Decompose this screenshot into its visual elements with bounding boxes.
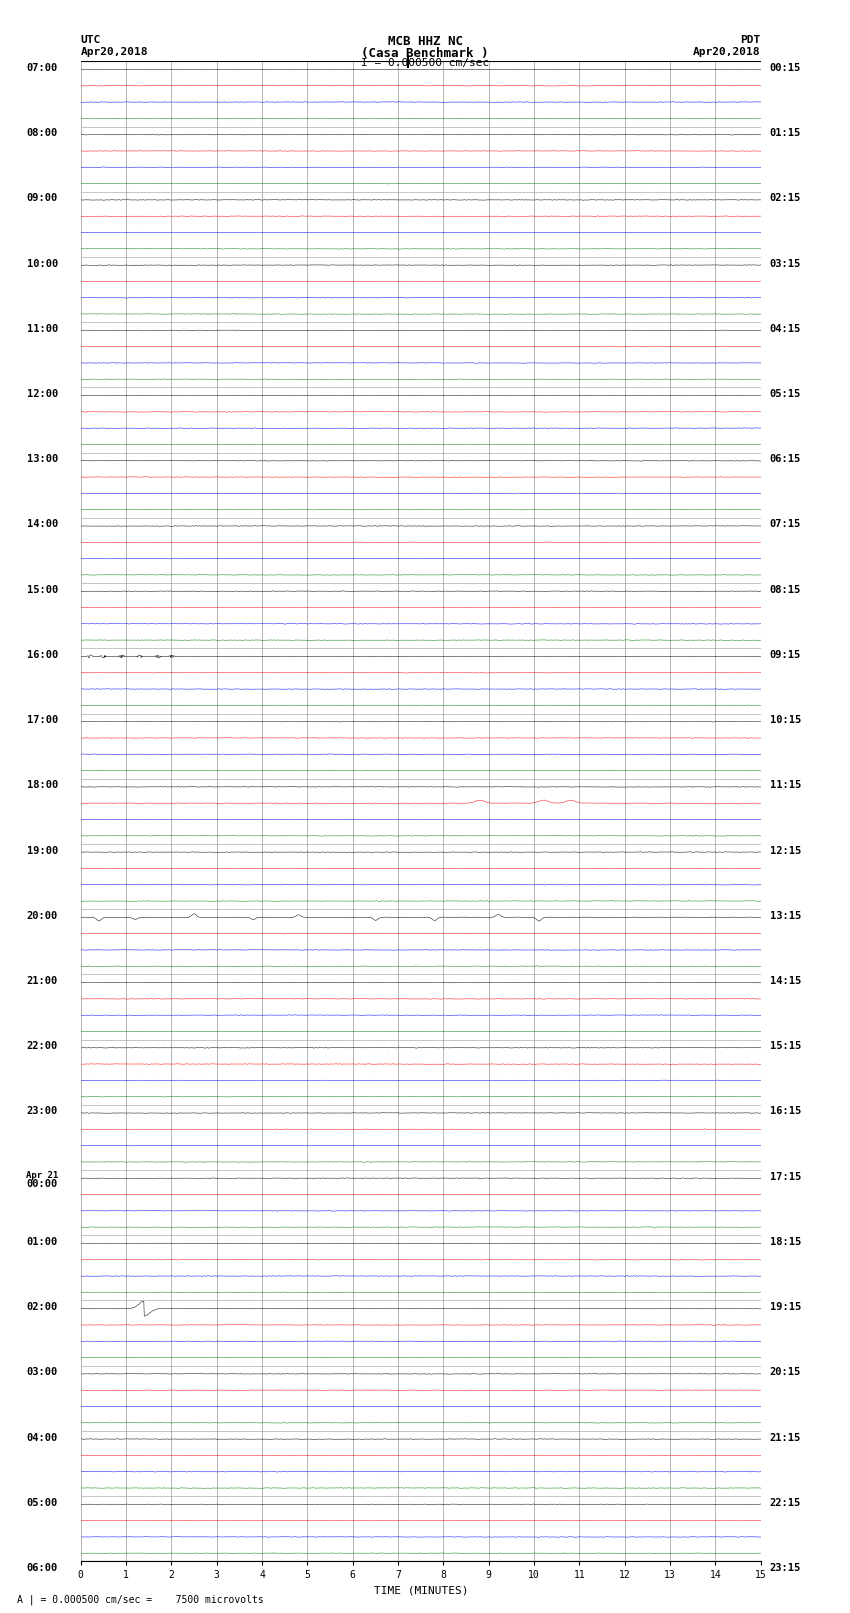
Text: 15:15: 15:15	[770, 1042, 801, 1052]
Text: 04:15: 04:15	[770, 324, 801, 334]
Text: A | = 0.000500 cm/sec =    7500 microvolts: A | = 0.000500 cm/sec = 7500 microvolts	[17, 1594, 264, 1605]
Text: 22:15: 22:15	[770, 1498, 801, 1508]
Text: 21:15: 21:15	[770, 1432, 801, 1442]
Text: 18:00: 18:00	[27, 781, 58, 790]
Text: 04:00: 04:00	[27, 1432, 58, 1442]
Text: 10:00: 10:00	[27, 258, 58, 269]
Text: 17:15: 17:15	[770, 1171, 801, 1182]
Text: 14:15: 14:15	[770, 976, 801, 986]
Text: 10:15: 10:15	[770, 715, 801, 726]
Text: Apr20,2018: Apr20,2018	[694, 47, 761, 56]
Text: 20:15: 20:15	[770, 1368, 801, 1378]
Text: 18:15: 18:15	[770, 1237, 801, 1247]
Text: 23:15: 23:15	[770, 1563, 801, 1573]
Text: 20:00: 20:00	[27, 911, 58, 921]
Text: 21:00: 21:00	[27, 976, 58, 986]
Text: 11:00: 11:00	[27, 324, 58, 334]
Text: Apr 21: Apr 21	[26, 1171, 58, 1179]
Text: 06:15: 06:15	[770, 455, 801, 465]
Text: 02:00: 02:00	[27, 1302, 58, 1311]
Text: 00:00: 00:00	[27, 1179, 58, 1189]
Text: 16:00: 16:00	[27, 650, 58, 660]
Text: 19:00: 19:00	[27, 845, 58, 855]
Text: 02:15: 02:15	[770, 194, 801, 203]
Text: Apr20,2018: Apr20,2018	[81, 47, 148, 56]
Text: 05:00: 05:00	[27, 1498, 58, 1508]
Text: 01:00: 01:00	[27, 1237, 58, 1247]
Text: 11:15: 11:15	[770, 781, 801, 790]
Text: UTC: UTC	[81, 35, 101, 45]
Text: 08:15: 08:15	[770, 584, 801, 595]
Text: 22:00: 22:00	[27, 1042, 58, 1052]
Text: 03:15: 03:15	[770, 258, 801, 269]
Text: 08:00: 08:00	[27, 127, 58, 139]
Text: 17:00: 17:00	[27, 715, 58, 726]
Text: 07:00: 07:00	[27, 63, 58, 73]
Text: 12:00: 12:00	[27, 389, 58, 398]
Text: 13:15: 13:15	[770, 911, 801, 921]
Text: 23:00: 23:00	[27, 1107, 58, 1116]
Text: 12:15: 12:15	[770, 845, 801, 855]
Text: MCB HHZ NC: MCB HHZ NC	[388, 35, 462, 48]
Text: (Casa Benchmark ): (Casa Benchmark )	[361, 47, 489, 60]
Text: 05:15: 05:15	[770, 389, 801, 398]
Text: 19:15: 19:15	[770, 1302, 801, 1311]
Text: 09:15: 09:15	[770, 650, 801, 660]
Text: 06:00: 06:00	[27, 1563, 58, 1573]
Text: 15:00: 15:00	[27, 584, 58, 595]
Text: 01:15: 01:15	[770, 127, 801, 139]
Text: 09:00: 09:00	[27, 194, 58, 203]
X-axis label: TIME (MINUTES): TIME (MINUTES)	[373, 1586, 468, 1595]
Text: 07:15: 07:15	[770, 519, 801, 529]
Text: 00:15: 00:15	[770, 63, 801, 73]
Text: PDT: PDT	[740, 35, 761, 45]
Text: 13:00: 13:00	[27, 455, 58, 465]
Text: 16:15: 16:15	[770, 1107, 801, 1116]
Text: 03:00: 03:00	[27, 1368, 58, 1378]
Text: I = 0.000500 cm/sec: I = 0.000500 cm/sec	[361, 58, 489, 68]
Text: 14:00: 14:00	[27, 519, 58, 529]
